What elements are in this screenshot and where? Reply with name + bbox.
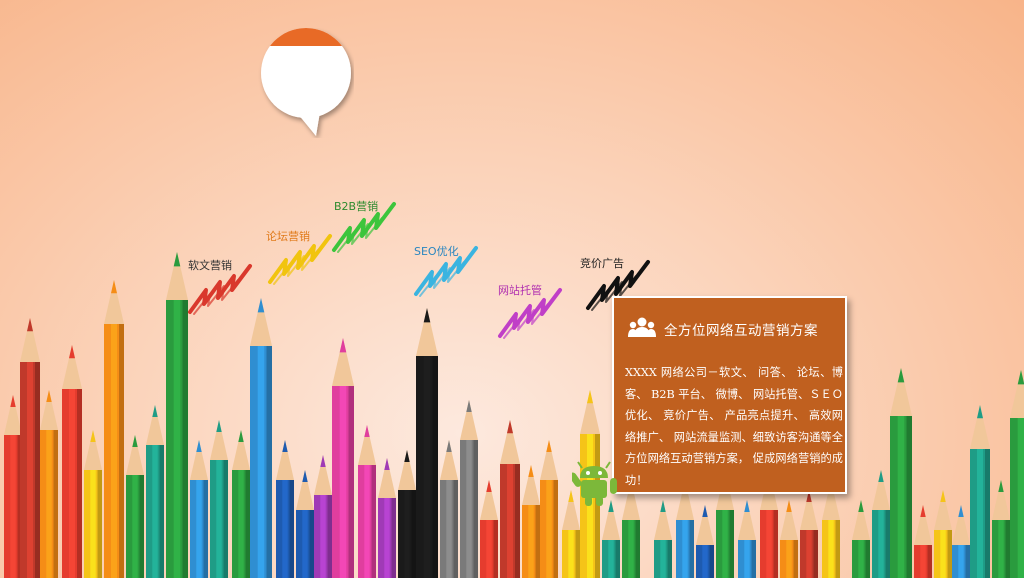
- pencil: [146, 405, 164, 578]
- service-label: 论坛营销: [266, 230, 310, 243]
- pencil: [872, 470, 890, 578]
- pencil: [1010, 370, 1024, 578]
- pencil: [738, 500, 756, 578]
- pencil: [314, 455, 332, 578]
- pencil: [416, 308, 438, 578]
- pencil: [822, 480, 840, 578]
- solution-card: 全方位网络互动营销方案 XXXX 网络公司－软文、 问答、 论坛、博客、 B2B…: [612, 296, 847, 494]
- pencil: [992, 480, 1010, 578]
- pencil: [460, 400, 478, 578]
- pencil: [800, 490, 818, 578]
- pencil: [440, 440, 458, 578]
- card-header: 全方位网络互动营销方案: [628, 316, 818, 342]
- pencil: [500, 420, 520, 578]
- service-label: B2B营销: [334, 200, 379, 213]
- pencil: [358, 425, 376, 578]
- speech-bubble-icon: [258, 28, 354, 138]
- pencil: [250, 298, 272, 578]
- pencil: [970, 405, 990, 578]
- service-label: SEO优化: [414, 245, 459, 258]
- pencil: [398, 450, 416, 578]
- pencil: [562, 490, 580, 578]
- pencil: [934, 490, 952, 578]
- card-title: 全方位网络互动营销方案: [664, 323, 818, 339]
- pencil: [654, 500, 672, 578]
- pencil: [952, 505, 970, 578]
- pencil: [20, 318, 40, 578]
- pencil: [480, 480, 498, 578]
- scribble-icon: [330, 198, 398, 260]
- pencil: [166, 252, 188, 578]
- pencil: [540, 440, 558, 578]
- scribble-icon: [412, 242, 480, 304]
- scribble-icon: [186, 260, 254, 322]
- group-people-icon: [628, 316, 656, 342]
- scribble-icon: [266, 230, 334, 292]
- pencil: [696, 505, 714, 578]
- pencil: [276, 440, 294, 578]
- card-body-text: XXXX 网络公司－软文、 问答、 论坛、博客、 B2B 平台、 微博、 网站托…: [625, 366, 843, 487]
- pencil: [676, 480, 694, 578]
- pencil: [126, 435, 144, 578]
- pencil: [602, 500, 620, 578]
- pencil: [522, 465, 540, 578]
- pencil: [40, 390, 58, 578]
- pencil: [332, 338, 354, 578]
- pencil: [4, 395, 22, 578]
- pencil: [378, 458, 396, 578]
- service-label: 网站托管: [498, 284, 542, 297]
- service-label: 竞价广告: [580, 257, 624, 270]
- pencil: [914, 505, 932, 578]
- scribble-icon: [584, 256, 652, 318]
- pencil: [622, 480, 640, 578]
- pencil: [890, 368, 912, 578]
- pencil: [780, 500, 798, 578]
- service-label: 软文营销: [188, 259, 232, 272]
- pencil: [104, 280, 124, 578]
- pencil: [210, 420, 228, 578]
- pencil: [852, 500, 870, 578]
- pencil: [296, 470, 314, 578]
- pencil: [232, 430, 250, 578]
- pencil: [84, 430, 102, 578]
- pencil: [190, 440, 208, 578]
- pencil: [62, 345, 82, 578]
- scribble-icon: [496, 284, 564, 346]
- android-robot-icon: [569, 458, 618, 510]
